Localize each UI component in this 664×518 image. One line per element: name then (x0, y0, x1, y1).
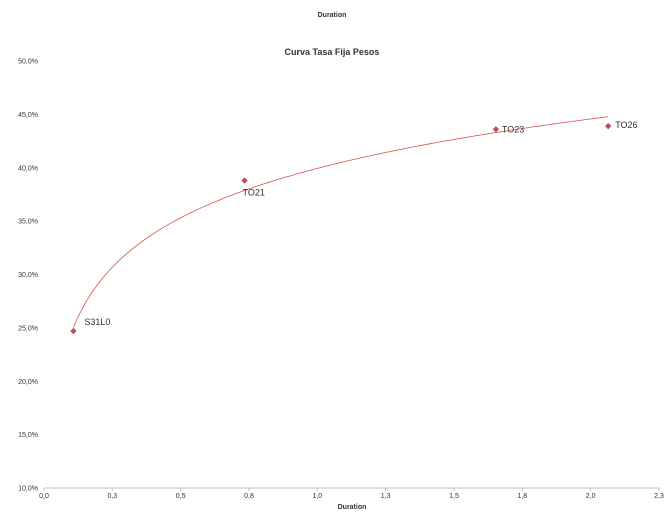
data-point-to23 (492, 126, 500, 133)
x-tick-label: 2,3 (654, 493, 664, 500)
x-tick-label: 0,3 (107, 493, 117, 500)
data-label-to23: TO23 (502, 124, 524, 134)
y-tick-label: 30,0% (18, 272, 38, 279)
data-label-to21: TO21 (243, 188, 265, 198)
x-axis-title: Duration (338, 504, 367, 511)
data-point-to21 (241, 177, 248, 184)
x-tick-label: 0,0 (39, 493, 49, 500)
x-tick-label: 0,8 (244, 493, 254, 500)
axes-layer: 0,0 0,3 0,5 0,8 1,0 1,3 1,5 1,8 2,0 2,3 10,0% 15,0%… (18, 59, 664, 501)
x-tick-label: 1,0 (312, 493, 322, 500)
chart-title: Curva Tasa Fija Pesos (285, 47, 380, 57)
trendline-layer (73, 116, 609, 328)
x-tick-label: 2,0 (586, 493, 596, 500)
y-tick-label: 10,0% (18, 486, 38, 493)
y-tick-label: 15,0% (18, 432, 38, 439)
top-title: Duration (318, 12, 347, 19)
x-tick-label: 0,5 (176, 493, 186, 500)
y-tick-label: 40,0% (18, 165, 38, 172)
x-tick-label: 1,3 (381, 493, 391, 500)
x-tick-label: 1,5 (449, 493, 459, 500)
y-tick-label: 20,0% (18, 379, 38, 386)
data-label-s31l0: S31L0 (84, 317, 110, 327)
y-tick-label: 50,0% (18, 59, 38, 66)
y-tick-label: 25,0% (18, 325, 38, 332)
y-tick-label: 45,0% (18, 112, 38, 119)
points-layer: S31L0 TO21 TO23 TO26 (70, 120, 638, 335)
data-point-to26 (604, 122, 612, 130)
data-point-s31l0 (70, 327, 77, 335)
trendline (73, 116, 609, 328)
y-tick-label: 35,0% (18, 219, 38, 226)
x-tick-label: 1,8 (517, 493, 527, 500)
data-label-to26: TO26 (615, 120, 637, 130)
